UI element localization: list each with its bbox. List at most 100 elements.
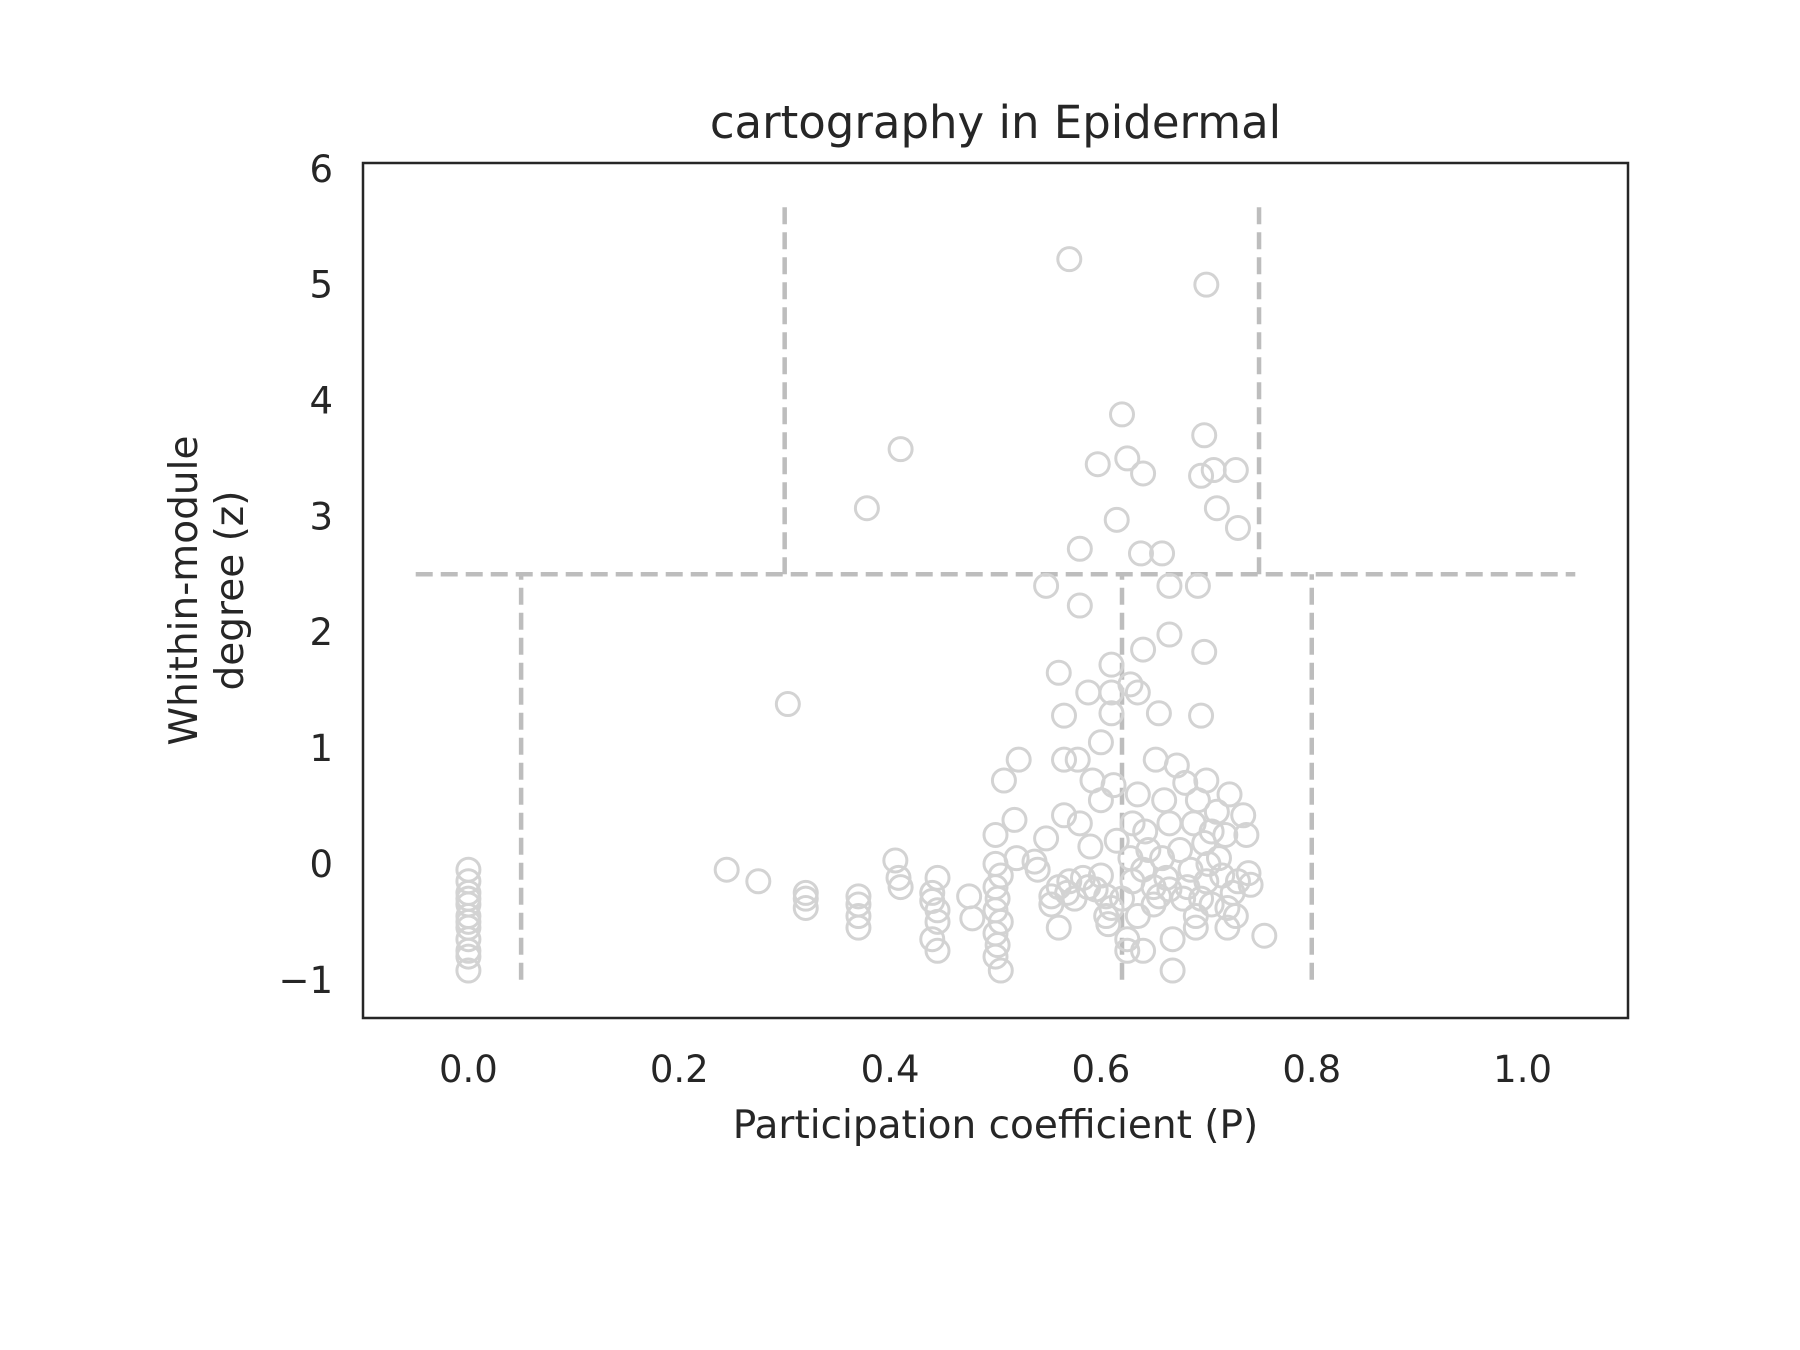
data-point-11 [455,957,482,984]
data-point-15 [792,885,819,912]
data-point-23 [887,874,914,901]
data-point-19 [845,903,872,930]
y-tick-label: 5 [309,264,333,307]
data-point-99 [1172,769,1199,796]
data-point-160 [1191,422,1218,449]
y-tick-label: 6 [309,148,333,191]
data-point-45 [1001,806,1028,833]
data-point-97 [1166,837,1193,864]
data-point-22 [885,864,912,891]
data-point-130 [1051,702,1078,729]
x-tick-label: 0.6 [1071,1048,1130,1091]
data-point-129 [1045,659,1072,686]
data-point-93 [1156,876,1183,903]
data-point-47 [1005,746,1032,773]
data-point-154 [1084,451,1111,478]
data-point-78 [1119,810,1146,837]
data-point-134 [1087,729,1114,756]
y-axis-label-line-2: degree (z) [208,491,253,691]
data-point-113 [1203,798,1230,825]
x-tick-label: 1.0 [1493,1048,1552,1091]
data-point-118 [1214,894,1241,921]
data-point-16 [792,894,819,921]
data-point-54 [1045,914,1072,941]
y-axis-label-line-1: Whithin-module [162,436,207,746]
data-point-33 [982,821,1009,848]
data-point-145 [1033,572,1060,599]
data-point-98 [1170,885,1197,912]
data-point-84 [1135,837,1162,864]
y-tick-label: 4 [309,380,333,423]
data-point-125 [1235,860,1262,887]
data-point-146 [1066,592,1093,619]
plot-frame [361,161,1630,1020]
data-point-42 [982,943,1009,970]
data-point-29 [919,926,946,953]
data-point-28 [924,908,951,935]
data-point-150 [1156,572,1183,599]
data-point-41 [984,932,1011,959]
data-point-20 [845,914,872,941]
data-point-147 [1066,535,1093,562]
y-tick-label: 3 [309,495,333,538]
y-tick-label: 2 [309,611,333,654]
data-point-132 [1064,746,1091,773]
data-point-159 [1188,462,1215,489]
data-point-164 [1224,514,1251,541]
data-point-81 [1130,937,1157,964]
x-axis-ticks: 0.0 0.2 0.4 0.6 0.8 1.0 [439,1048,1552,1091]
data-point-62 [1077,833,1104,860]
data-point-32 [959,905,986,932]
y-tick-label: −1 [278,959,333,1002]
data-point-111 [1198,891,1225,918]
data-point-44 [990,767,1017,794]
data-point-104 [1182,914,1209,941]
data-point-59 [1066,810,1093,837]
data-point-142 [1156,621,1183,648]
data-point-25 [919,879,946,906]
data-point-153 [887,436,914,463]
x-axis-label: Participation coefficient (P) [733,1103,1259,1148]
data-point-128 [774,691,801,718]
data-point-158 [1130,460,1157,487]
data-point-116 [1212,821,1239,848]
chart-title: cartography in Epidermal [710,96,1281,149]
data-point-83 [1132,818,1159,845]
data-point-72 [1103,827,1130,854]
data-point-139 [1124,679,1151,706]
data-point-165 [1056,246,1083,273]
y-axis-ticks: −1 0 1 2 3 4 5 6 [278,148,333,1002]
data-point-141 [1145,700,1172,727]
data-point-69 [1095,911,1122,938]
data-point-12 [713,856,740,883]
data-point-137 [1098,700,1125,727]
data-point-135 [1098,651,1125,678]
data-point-43 [987,957,1014,984]
data-point-79 [1124,781,1151,808]
data-point-123 [1230,802,1257,829]
data-point-112 [1198,818,1225,845]
data-point-140 [1130,636,1157,663]
x-tick-label: 0.8 [1282,1048,1341,1091]
data-point-157 [1114,445,1141,472]
data-points [455,246,1278,984]
data-point-94 [1159,926,1186,953]
data-point-114 [1205,845,1232,872]
data-point-55 [1051,802,1078,829]
data-point-30 [924,937,951,964]
x-tick-label: 0.0 [439,1048,498,1091]
data-point-49 [1024,856,1051,883]
data-point-17 [845,883,872,910]
data-point-13 [745,868,772,895]
data-point-126 [1237,871,1264,898]
data-point-91 [1153,864,1180,891]
data-point-151 [1184,572,1211,599]
x-tick-label: 0.4 [861,1048,920,1091]
data-point-119 [1216,781,1243,808]
data-point-163 [1222,457,1249,484]
data-point-162 [1203,495,1230,522]
data-point-124 [1233,821,1260,848]
data-point-121 [1222,903,1249,930]
data-point-50 [1033,825,1060,852]
